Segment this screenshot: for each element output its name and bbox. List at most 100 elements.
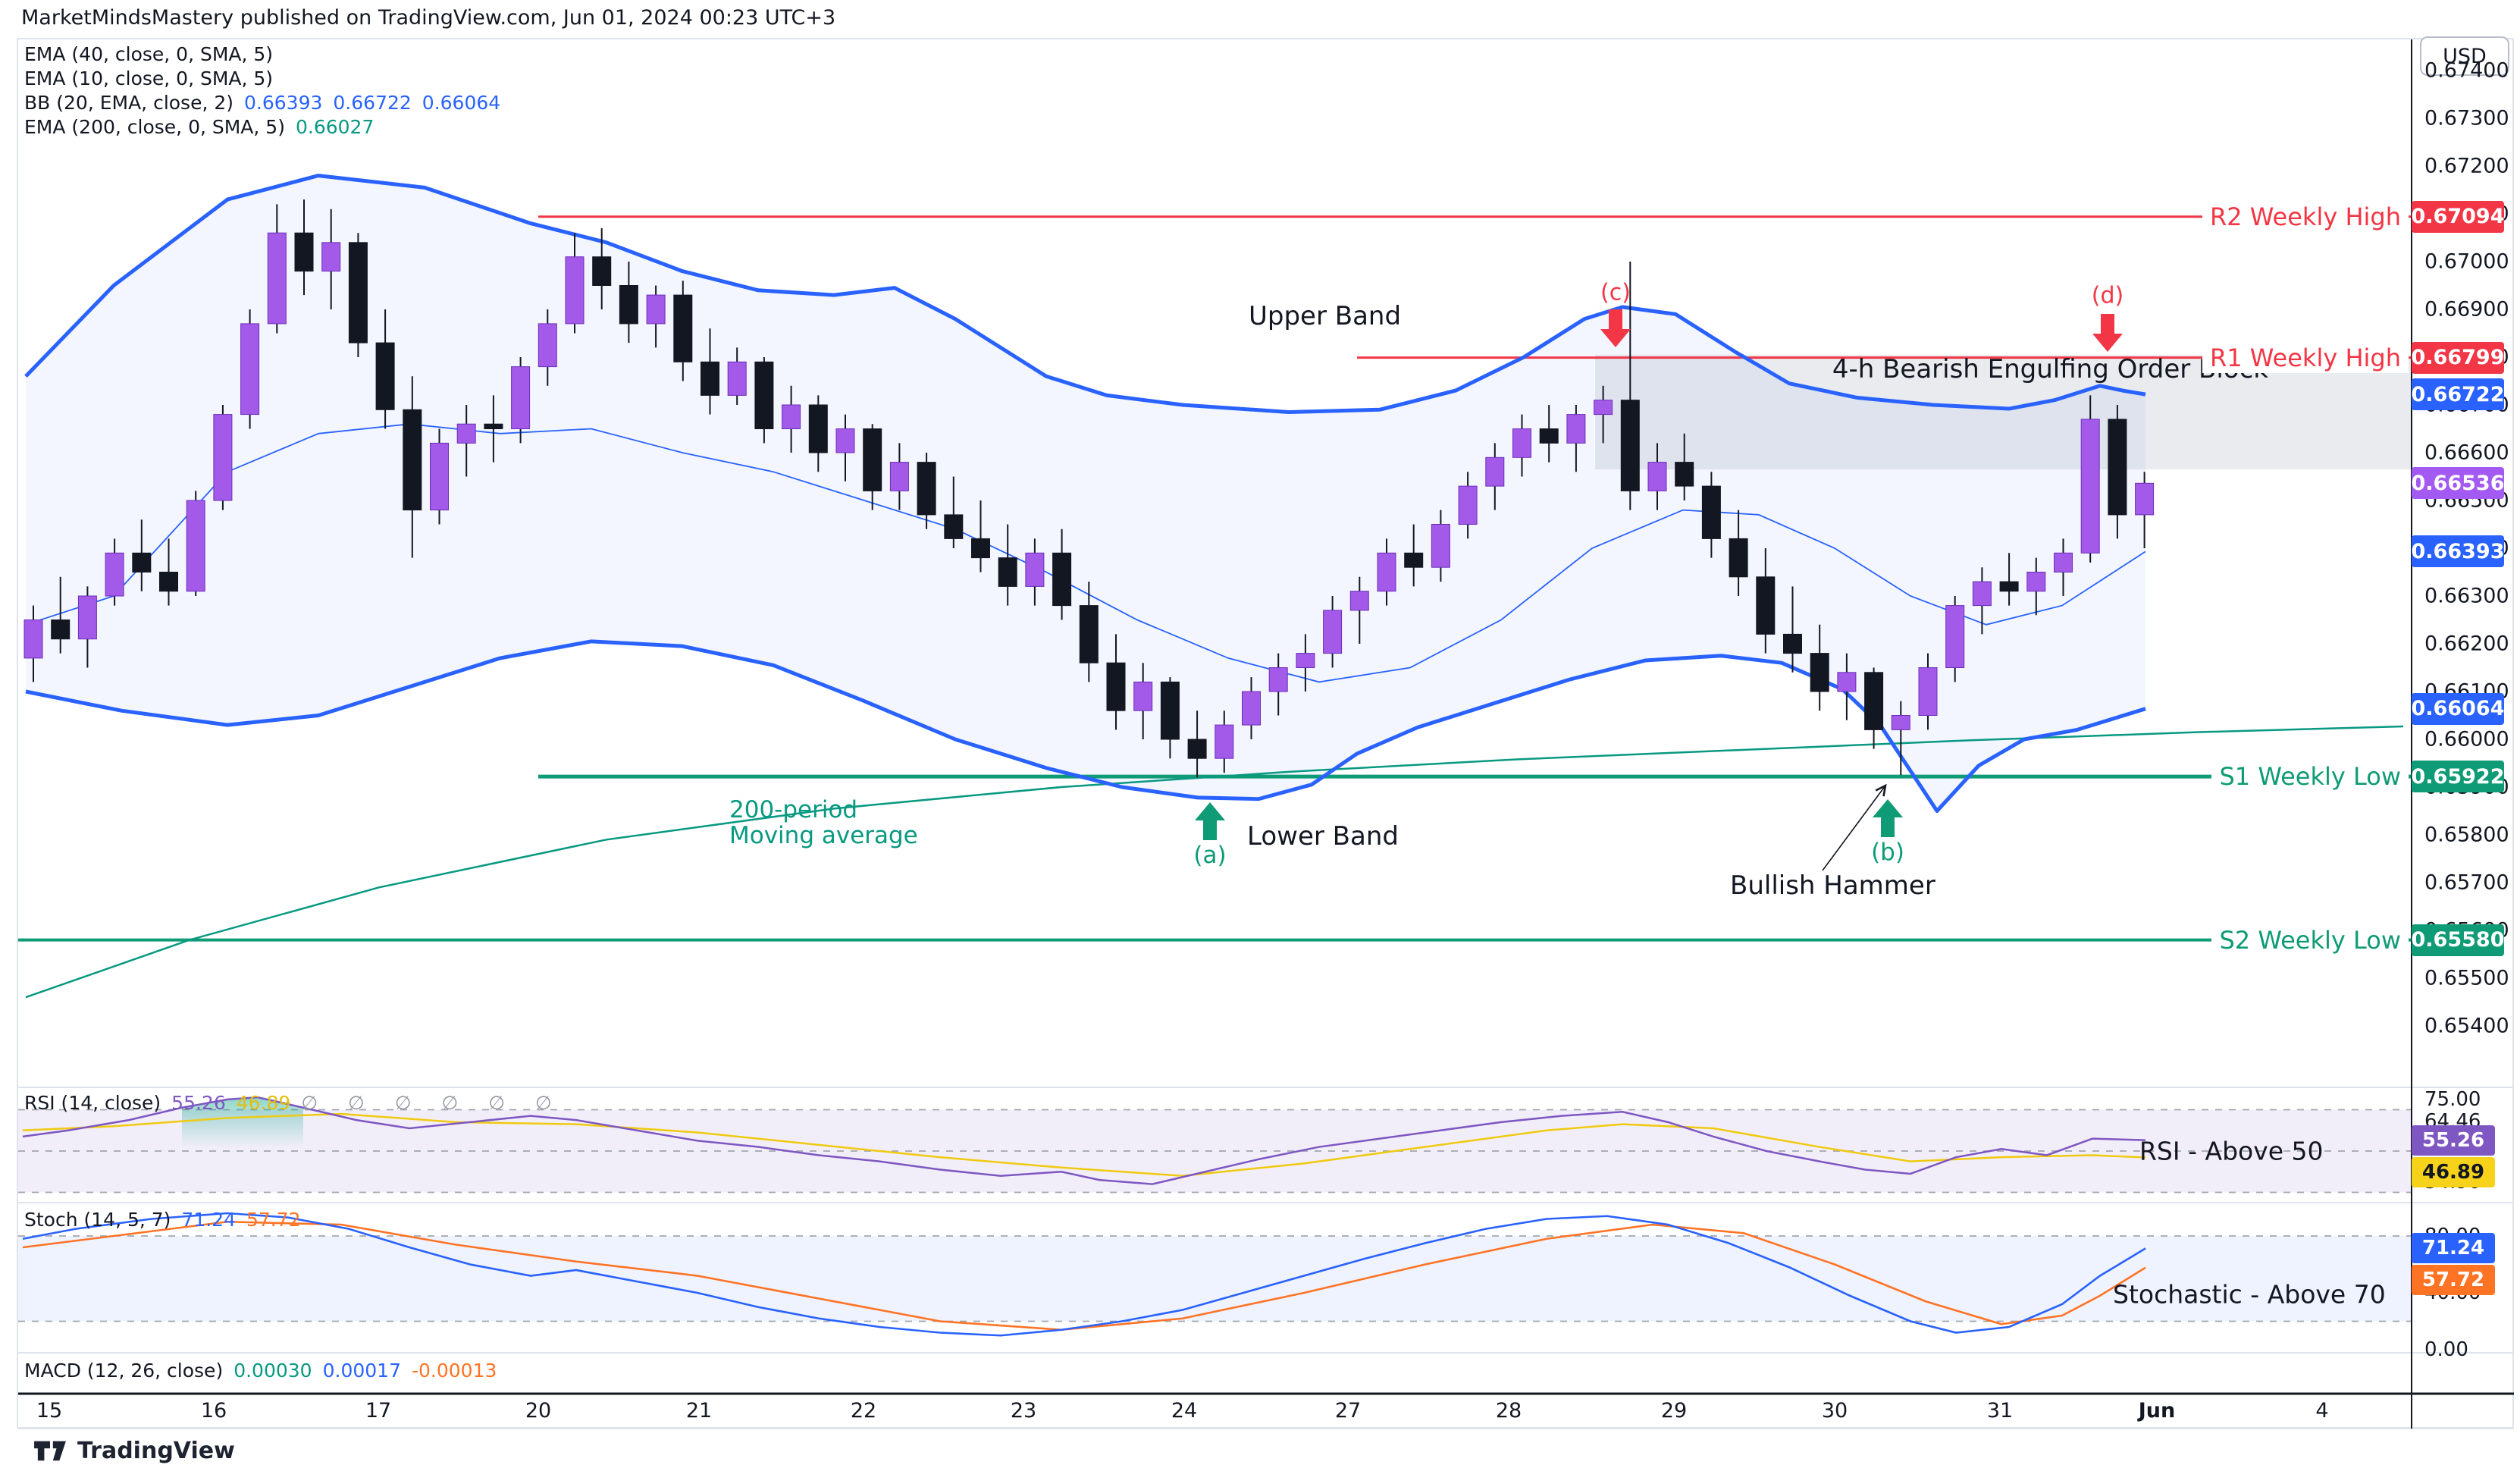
candle-body <box>1404 552 1424 568</box>
rsi-overbought-fill <box>182 1097 303 1148</box>
legend-macd[interactable]: MACD (12, 26, close) 0.00030 0.00017 -0.000… <box>24 1360 507 1382</box>
legend-rsi[interactable]: RSI (14, close) 55.26 46.89 ∅ ∅ ∅ ∅ ∅ ∅ <box>24 1092 575 1114</box>
candle-body <box>1701 485 1721 539</box>
level-label: S1 Weekly Low <box>2211 761 2409 792</box>
candle-body <box>1377 552 1396 592</box>
bollinger-fill <box>26 175 2145 811</box>
candle-body <box>592 256 612 287</box>
candle-body <box>1458 485 1478 525</box>
price-badge: 0.65580 <box>2412 924 2505 956</box>
candle-body <box>1215 724 1234 759</box>
candle-body <box>808 404 828 453</box>
stoch-d-line <box>22 1220 2146 1332</box>
marker-a-label: (a) <box>1193 842 1227 869</box>
candle-body <box>701 361 719 396</box>
oscillator-tick: 75.00 <box>2424 1087 2481 1111</box>
candle-body <box>132 552 152 572</box>
legend-ema10[interactable]: EMA (10, close, 0, SMA, 5) <box>24 67 284 89</box>
legend-macd-label: MACD (12, 26, close) <box>24 1360 224 1382</box>
ema200-line <box>25 725 2404 999</box>
oscillator-badge: 71.24 <box>2412 1233 2495 1264</box>
candle-body <box>754 361 774 429</box>
tradingview-brand[interactable]: TradingView <box>33 1436 235 1465</box>
price-tick: 0.66000 <box>2424 727 2509 751</box>
candle-body <box>565 256 585 325</box>
price-tick: 0.67200 <box>2424 154 2509 178</box>
price-tick: 0.66900 <box>2424 297 2509 322</box>
candle-body <box>646 294 666 325</box>
price-badge: 0.66064 <box>2412 692 2505 725</box>
candle-body <box>267 232 287 325</box>
candle-body <box>321 242 341 272</box>
bb-lower-value: 0.66064 <box>422 92 501 114</box>
order-block-label: 4-h Bearish Engulfing Order Block <box>1832 354 2268 384</box>
upper-band-label: Upper Band <box>1249 301 1402 331</box>
legend-stoch[interactable]: Stoch (14, 5, 7) 71.24 57.72 <box>24 1209 312 1231</box>
candle-body <box>2080 419 2100 554</box>
time-label: 21 <box>685 1399 713 1423</box>
candle-body <box>1349 591 1369 611</box>
candle-body <box>186 500 205 592</box>
candle-body <box>511 366 531 430</box>
candle-body <box>348 242 368 343</box>
down-arrow-icon <box>1600 329 1631 347</box>
candle-body <box>1025 552 1045 587</box>
legend-ema200[interactable]: EMA (200, close, 0, SMA, 5) 0.66027 <box>24 116 384 138</box>
tradingview-logo-icon <box>34 1441 66 1461</box>
candle-body <box>971 538 990 559</box>
up-arrow-icon <box>1873 799 1903 817</box>
bullish-hammer-label: Bullish Hammer <box>1730 870 1935 901</box>
level-label: S2 Weekly Low <box>2211 924 2409 955</box>
macd-hist-value: -0.00013 <box>411 1360 497 1382</box>
candle-body <box>863 428 882 491</box>
candle-body <box>159 572 178 592</box>
time-label: 24 <box>1171 1399 1198 1423</box>
time-label: 23 <box>1010 1399 1037 1423</box>
candle-body <box>1620 400 1640 491</box>
time-label: 28 <box>1495 1399 1522 1423</box>
candle-body <box>1566 414 1586 444</box>
up-arrow-icon <box>1881 817 1895 837</box>
candle-body <box>782 404 801 429</box>
time-label: 17 <box>365 1399 392 1423</box>
time-label: 31 <box>1986 1399 2014 1423</box>
price-badge: 0.65922 <box>2412 761 2505 793</box>
candle-body <box>727 361 747 396</box>
legend-ema200-label: EMA (200, close, 0, SMA, 5) <box>24 116 285 138</box>
candle-body <box>1891 715 1910 730</box>
candle-body <box>1160 681 1180 740</box>
price-tick: 0.65700 <box>2424 870 2509 895</box>
candle-body <box>1323 610 1343 654</box>
candle-body <box>1539 428 1559 444</box>
stoch-k-value: 71.24 <box>181 1209 236 1231</box>
rsi-value: 55.26 <box>171 1092 226 1114</box>
candle-body <box>1864 672 1884 730</box>
candle-body <box>1647 462 1667 491</box>
candle-body <box>213 414 233 501</box>
candle-body <box>1999 581 2019 592</box>
legend-rsi-label: RSI (14, close) <box>24 1092 161 1114</box>
order-block-region <box>1595 354 2412 470</box>
oscillator-badge: 46.89 <box>2412 1156 2495 1187</box>
candle-body <box>403 409 422 511</box>
rsi-empty-values: ∅ ∅ ∅ ∅ ∅ ∅ <box>301 1092 564 1114</box>
legend-ema40[interactable]: EMA (40, close, 0, SMA, 5) <box>24 43 284 65</box>
time-label: Jun <box>2138 1399 2176 1423</box>
legend-bb[interactable]: BB (20, EMA, close, 2) 0.66393 0.66722 0.66… <box>24 92 511 114</box>
currency-toggle-button[interactable]: USD <box>2420 36 2509 76</box>
tradingview-brand-text: TradingView <box>77 1437 235 1464</box>
candle-body <box>1783 633 1802 654</box>
macd-value: 0.00030 <box>234 1360 312 1382</box>
candle-body <box>1485 456 1505 487</box>
price-badge: 0.66799 <box>2412 341 2505 374</box>
stoch-note: Stochastic - Above 70 <box>2113 1279 2386 1310</box>
candle-body <box>1133 681 1153 711</box>
time-label: 16 <box>200 1399 227 1423</box>
hammer-pointer-line <box>1822 783 1887 871</box>
candle-body <box>1945 605 1965 668</box>
candle-body <box>1242 691 1261 726</box>
bollinger-upper-line <box>24 174 2146 414</box>
candle-body <box>835 428 855 453</box>
time-label: 30 <box>1821 1399 1848 1423</box>
